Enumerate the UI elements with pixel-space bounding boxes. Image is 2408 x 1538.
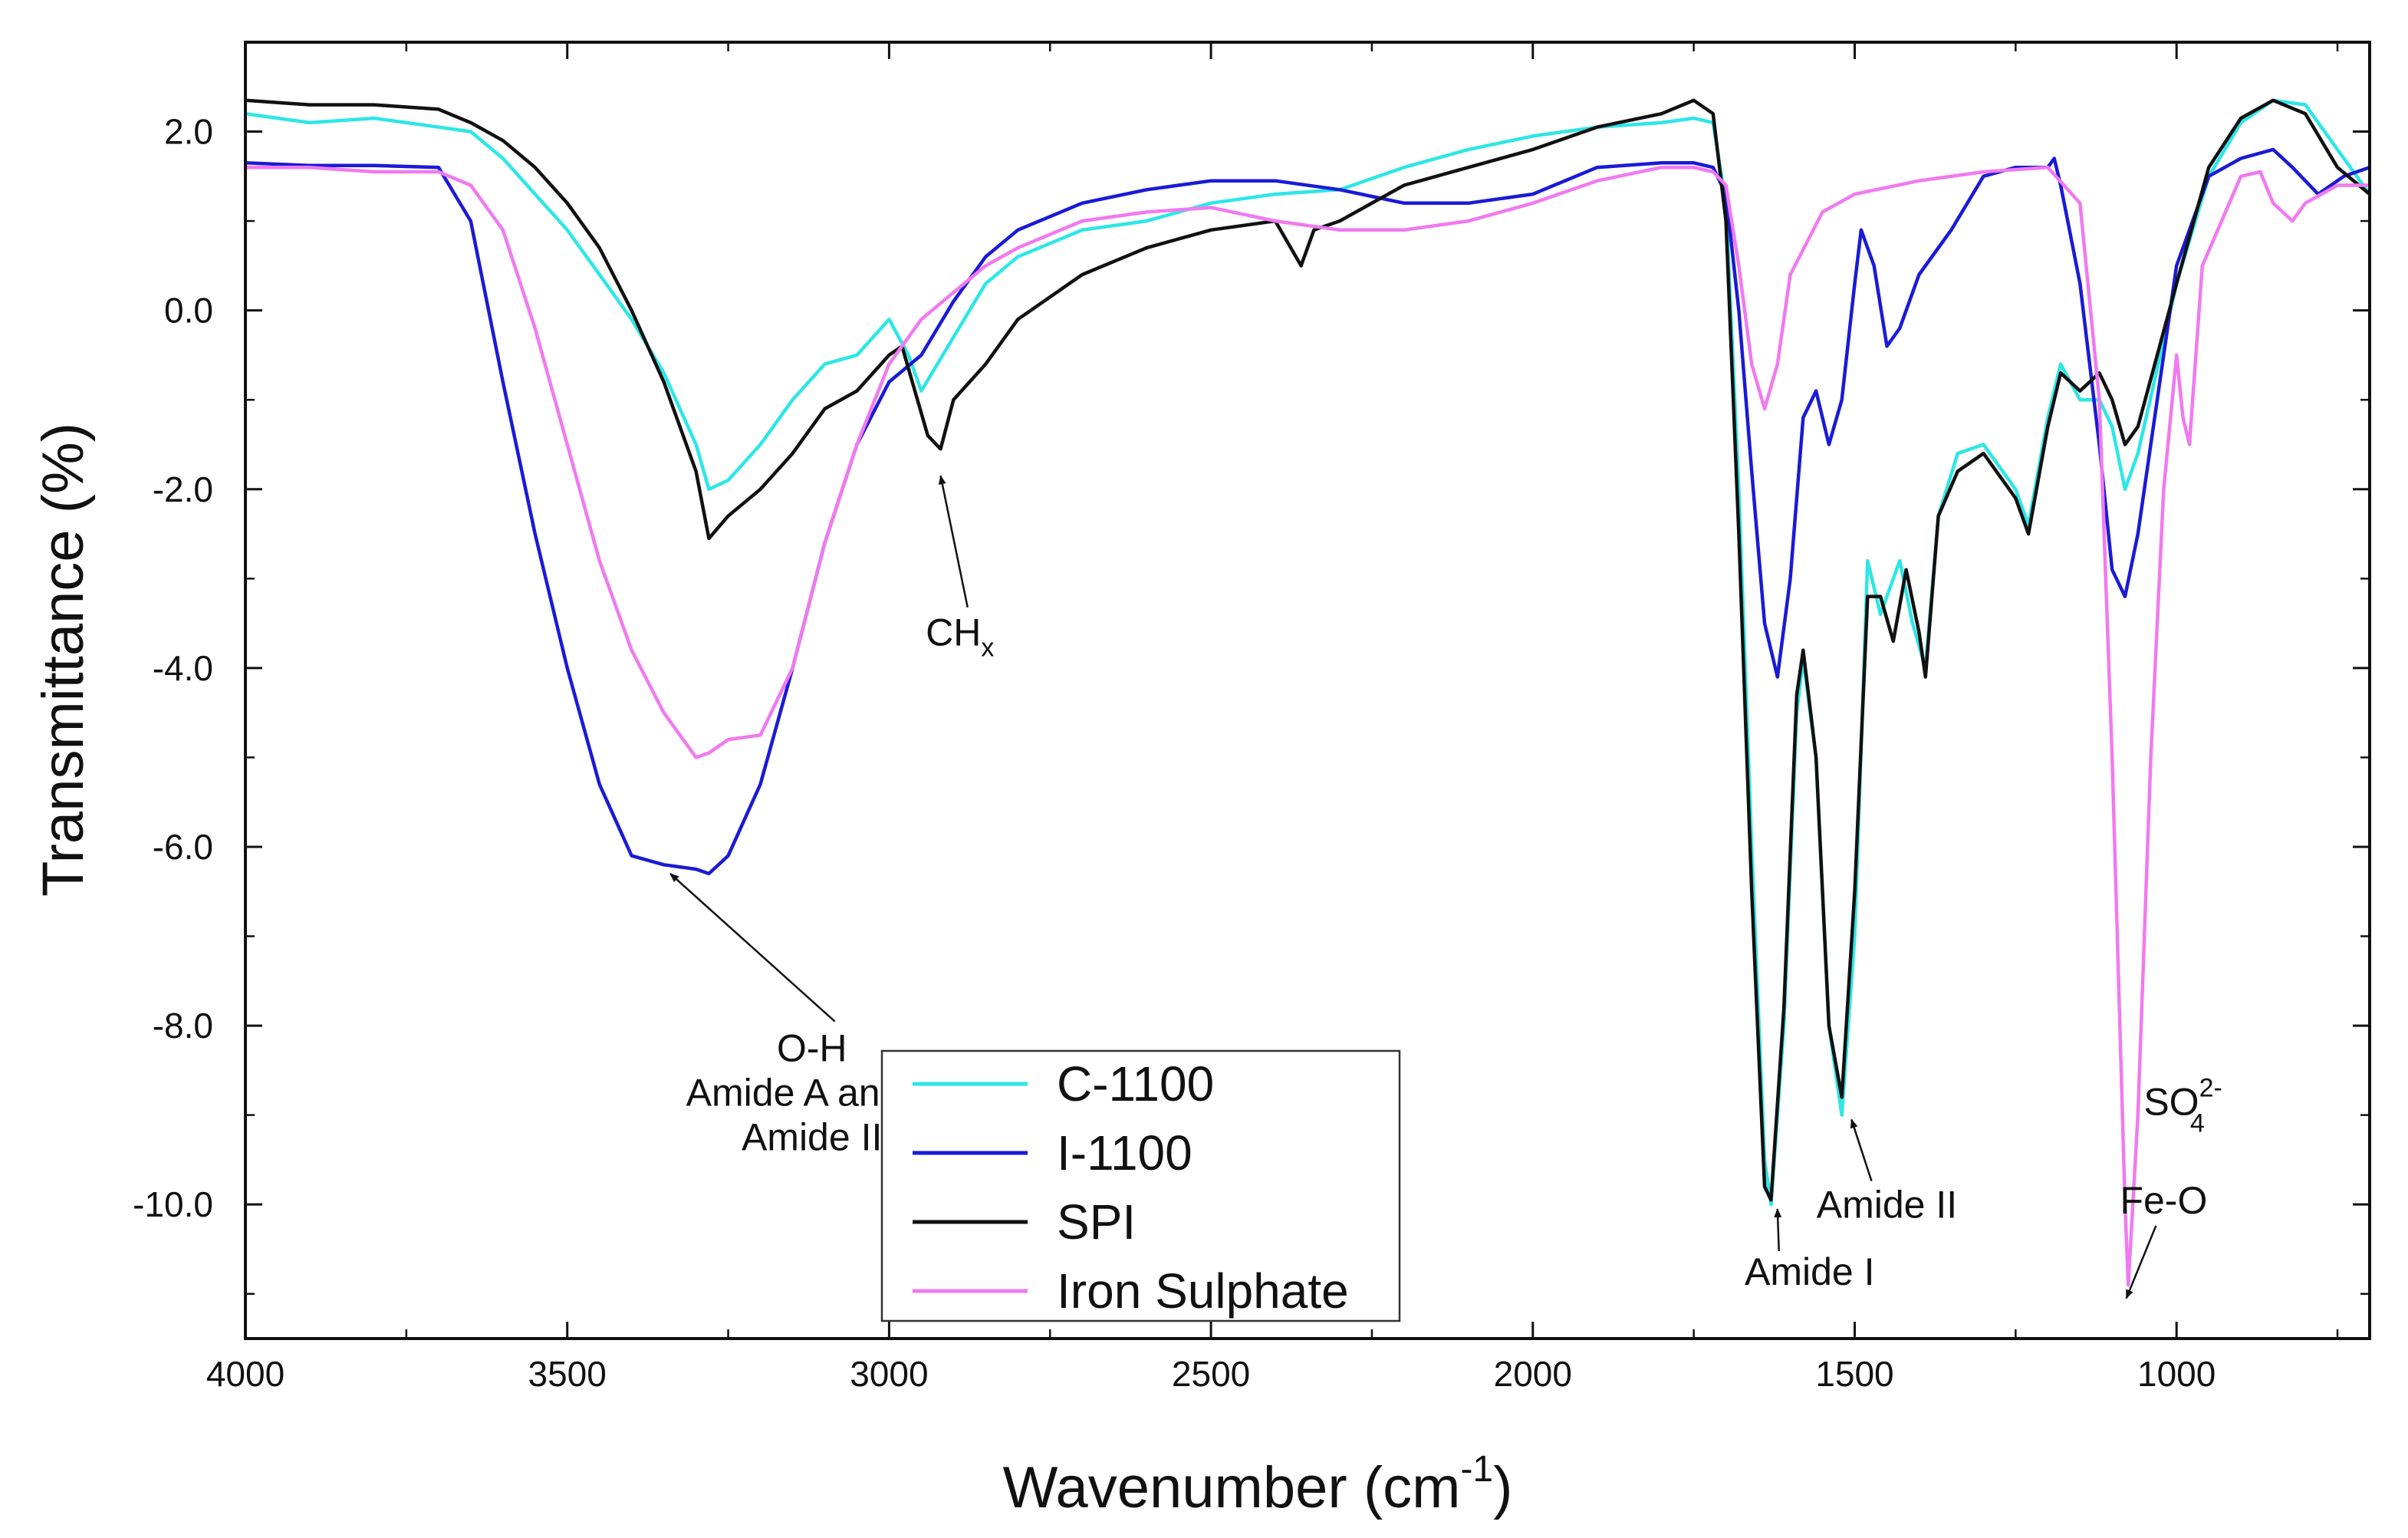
annotation-arrow: [669, 873, 836, 1023]
plot-frame: [244, 41, 2371, 1340]
annotation-sub: 4: [2190, 1109, 2205, 1138]
annotation-arrow: [938, 475, 969, 608]
annotation-label: Amide II: [742, 1116, 882, 1159]
annotation-sub: x: [981, 634, 994, 663]
legend-label: I-1100: [1057, 1125, 1192, 1181]
x-tick-label: 1000: [2137, 1354, 2216, 1394]
x-axis-title: Wavenumber (cm-1): [1003, 1449, 1513, 1520]
legend-box: [880, 1049, 1401, 1322]
x-tick-label: 3000: [850, 1354, 928, 1394]
annotation-text: O-H: [777, 1027, 847, 1070]
annotation-text: Amide II: [1817, 1184, 1957, 1227]
annotation-text: Amide I: [1745, 1250, 1875, 1293]
legend-label: Iron Sulphate: [1057, 1263, 1349, 1319]
x-tick-label: 3500: [528, 1354, 607, 1394]
y-tick-label: -4.0: [153, 648, 213, 688]
annotation-sup: 2-: [2199, 1074, 2222, 1103]
x-tick-label: 2000: [1494, 1354, 1572, 1394]
x-tick-label: 4000: [206, 1354, 285, 1394]
annotation-text: Fe-O: [2120, 1179, 2207, 1222]
annotation-label: Amide II: [1817, 1184, 1957, 1227]
legend-entries: C-1100 I-1100 SPI Iron Sulphate: [913, 1056, 1349, 1319]
annotation-label: Fe-O: [2120, 1179, 2207, 1222]
annotation-text: SO: [2143, 1081, 2199, 1124]
annotation-arrow: [1774, 1208, 1782, 1252]
series-line-spi: [245, 98, 2370, 1202]
annotation-label: Amide I: [1745, 1250, 1875, 1293]
legend-label: C-1100: [1057, 1056, 1214, 1112]
series-line-iron-sulphate: [245, 165, 2370, 1287]
annotation-text: CH: [926, 611, 981, 654]
annotation-arrow: [2125, 1225, 2157, 1299]
y-tick-label: -6.0: [153, 827, 213, 867]
annotation-label: O-H: [777, 1027, 847, 1070]
x-tick-label: 1500: [1815, 1354, 1893, 1394]
y-tick-label: -10.0: [133, 1184, 213, 1224]
y-tick-label: -8.0: [153, 1006, 213, 1046]
legend-label: SPI: [1057, 1194, 1136, 1250]
x-tick-label: 2500: [1172, 1354, 1250, 1394]
annotation-arrow: [1850, 1118, 1873, 1182]
y-tick-label: 0.0: [164, 291, 213, 331]
y-tick-label: 2.0: [164, 112, 213, 152]
y-tick-label: -2.0: [153, 469, 213, 509]
annotation-text: Amide II: [742, 1116, 882, 1159]
legend: C-1100 I-1100 SPI Iron Sulphate: [880, 1049, 1401, 1322]
ticks-layer: 4000 3500 3000 2500 2000 1500 1000 2.0 0.0 -2.0 -4…: [133, 41, 2370, 1394]
series-layer: [245, 98, 2370, 1287]
annotation-label: CHx: [926, 611, 994, 663]
y-axis-title: Transmittance (%): [31, 423, 96, 897]
annotation-label: SO2- 4: [2143, 1074, 2222, 1138]
